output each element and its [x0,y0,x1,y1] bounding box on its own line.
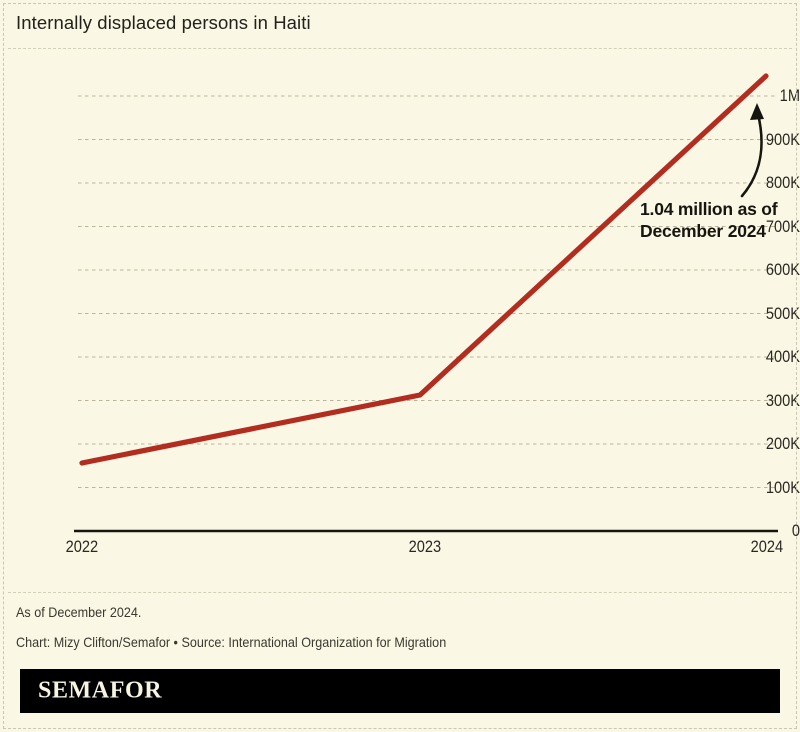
footnote-credit: Chart: Mizy Clifton/Semafor • Source: In… [16,634,447,650]
y-tick-label: 600K [765,260,800,279]
y-tick-label: 500K [765,303,800,323]
footnote-as-of: As of December 2024. [16,604,142,620]
chart-annotation: 1.04 million as of December 2024 [640,198,800,243]
footer-divider [8,592,792,593]
annotation-line-1: 1.04 million as of [640,199,778,219]
y-tick-label: 800K [765,173,800,192]
semafor-logo-text: SEMAFOR [38,677,163,704]
title-divider [8,48,792,49]
y-tick-label: 1M [779,86,800,105]
y-tick-label: 100K [765,477,800,497]
y-tick-label: 900K [765,129,800,149]
x-tick-label: 2024 [750,537,784,556]
y-tick-label: 200K [765,434,800,453]
gridlines [78,95,776,489]
x-tick-label: 2023 [408,537,442,556]
y-tick-label: 300K [765,390,800,410]
y-tick-label: 700K [765,216,800,236]
semafor-logo-bar: SEMAFOR [20,669,780,713]
y-tick-label: 400K [765,347,800,366]
annotation-line-2: December 2024 [640,221,766,242]
page-title: Internally displaced persons in Haiti [16,12,311,33]
series-line-displaced-persons [79,73,769,466]
y-tick-label: 0 [791,521,800,540]
x-tick-label: 2022 [65,537,99,556]
annotation-arrow-icon [740,103,764,198]
